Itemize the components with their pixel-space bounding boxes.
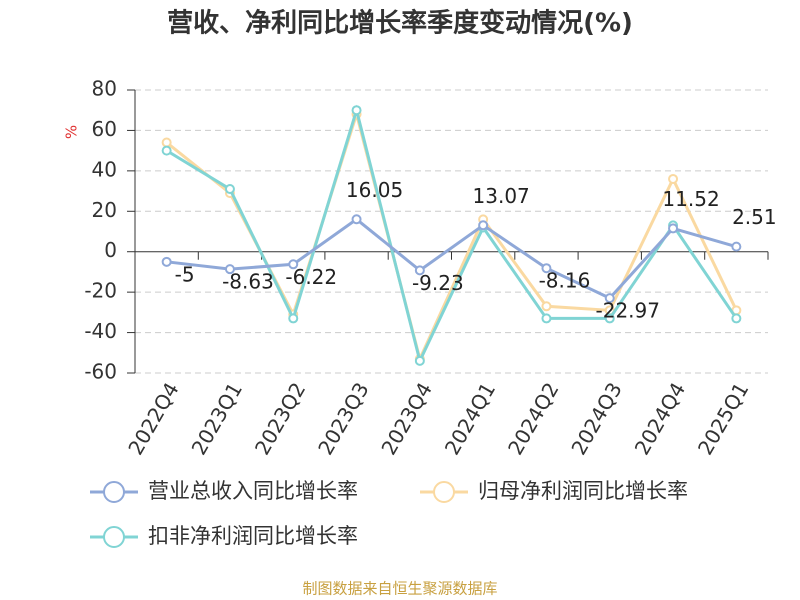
- y-tick-label: -60: [84, 360, 117, 384]
- data-point: [731, 313, 742, 324]
- data-point: [414, 265, 425, 276]
- y-tick-label: 60: [92, 117, 117, 141]
- y-axis-label: %: [63, 125, 81, 139]
- data-point: [731, 241, 742, 252]
- data-point: [541, 301, 552, 312]
- data-point: [478, 220, 489, 231]
- data-point: [668, 173, 679, 184]
- y-tick-label: 80: [92, 77, 117, 101]
- x-tick-label: 2022Q4: [123, 378, 183, 459]
- data-point: [604, 313, 615, 324]
- data-label: 11.52: [662, 187, 719, 211]
- data-point: [351, 214, 362, 225]
- data-point: [161, 256, 172, 267]
- data-point: [541, 263, 552, 274]
- legend-marker: [103, 526, 125, 548]
- data-label: -8.16: [539, 269, 591, 293]
- source-note: 制图数据来自恒生聚源数据库: [302, 580, 497, 598]
- data-point: [604, 293, 615, 304]
- data-label: -22.97: [596, 299, 660, 323]
- data-point: [224, 264, 235, 275]
- x-tick-label: 2023Q4: [376, 378, 436, 459]
- y-tick-label: 40: [92, 157, 117, 181]
- x-tick-label: 2023Q2: [250, 378, 310, 459]
- x-tick-label: 2023Q1: [187, 378, 247, 459]
- legend-marker: [103, 481, 125, 503]
- data-point: [288, 259, 299, 270]
- legend-marker: [433, 481, 455, 503]
- data-label: -8.63: [222, 270, 274, 294]
- data-point: [224, 184, 235, 195]
- y-tick-label: 20: [92, 198, 117, 222]
- x-tick-label: 2024Q3: [566, 378, 626, 459]
- data-label: -9.23: [412, 271, 464, 295]
- legend-label: 扣非净利润同比增长率: [148, 524, 358, 548]
- data-point: [351, 105, 362, 116]
- x-tick-label: 2023Q3: [313, 378, 373, 459]
- x-tick-label: 2024Q4: [630, 378, 690, 459]
- x-tick-label: 2025Q1: [693, 378, 753, 459]
- chart-title: 营收、净利同比增长率季度变动情况(%): [167, 8, 633, 39]
- data-point: [414, 355, 425, 366]
- x-tick-label: 2024Q2: [503, 378, 563, 459]
- legend-label: 归母净利润同比增长率: [478, 479, 688, 503]
- data-label: 2.51: [732, 205, 777, 229]
- series-line: [165, 104, 738, 366]
- series-line: [166, 217, 737, 300]
- data-point: [161, 137, 172, 148]
- x-tick-label: 2024Q1: [440, 378, 500, 459]
- data-label: -5: [175, 262, 195, 286]
- y-tick-label: 0: [104, 238, 117, 262]
- y-tick-label: -20: [84, 279, 117, 303]
- data-label: -6.22: [285, 265, 337, 289]
- data-point: [541, 313, 552, 324]
- data-point: [288, 313, 299, 324]
- legend-label: 营业总收入同比增长率: [148, 479, 358, 503]
- data-point: [668, 223, 679, 234]
- data-label: 13.07: [473, 184, 530, 208]
- data-point: [161, 145, 172, 156]
- y-tick-label: -40: [84, 319, 117, 343]
- data-label: 16.05: [346, 178, 403, 202]
